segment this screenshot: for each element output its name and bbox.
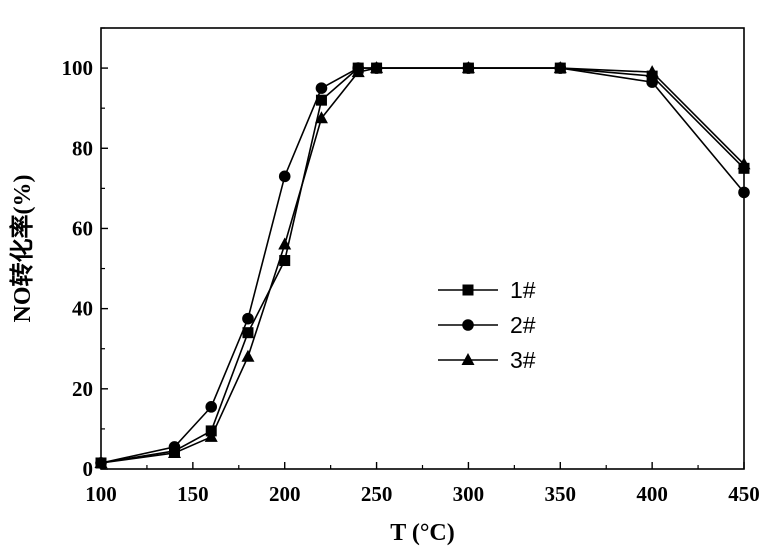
x-tick-label: 450 [728,482,760,506]
data-point-square [279,255,291,267]
data-point-triangle [241,349,255,362]
data-point-triangle [351,65,365,78]
y-tick-label: 80 [72,136,93,160]
data-point-circle [646,76,658,88]
y-tick-label: 40 [72,297,93,321]
data-point-triangle [278,237,292,250]
y-axis-title: NO转化率(%) [8,175,36,323]
legend: 1# 2# 3# [438,277,536,373]
data-point-triangle [94,455,108,468]
legend-label: 1# [510,277,536,303]
y-tick-label: 100 [62,56,94,80]
data-point-triangle [204,429,218,442]
data-point-triangle [370,61,384,74]
data-point-circle [278,170,291,183]
data-point-square [242,327,254,339]
y-tick-label: 60 [72,216,93,240]
data-point-square [315,94,327,106]
data-point-triangle [645,65,659,78]
x-tick-label: 350 [545,482,577,506]
legend-marker-square [462,284,474,296]
series-line [100,67,745,464]
legend-label: 3# [510,347,536,373]
data-point-triangle [737,157,751,170]
data-point-circle [205,401,218,413]
x-tick-label: 100 [85,482,117,506]
data-point-triangle [553,61,567,74]
legend-entry: 2# [438,312,536,338]
data-point-triangle [314,111,328,124]
x-tick-label: 400 [636,482,668,506]
x-tick-label: 150 [177,482,209,506]
series-layer [94,61,751,469]
y-tick-label: 20 [72,377,93,401]
legend-marker-circle [462,319,474,331]
series-2 [95,62,750,469]
series-line [100,67,745,464]
data-point-circle [738,186,750,199]
x-tick-label: 250 [361,482,393,506]
axis-ticks: 100 150 200 250 300 350 400 450 0 20 40 60 80 100 [62,27,760,506]
series-1 [95,62,750,469]
data-point-triangle [461,61,475,74]
y-tick-label: 0 [83,457,94,481]
legend-entry: 1# [438,277,536,303]
data-point-triangle [167,445,181,458]
x-axis-title: T (°C) [390,520,455,546]
x-tick-label: 300 [453,482,485,506]
x-tick-label: 200 [269,482,301,506]
legend-marker-triangle [461,353,475,365]
plot-frame [100,27,745,470]
data-point-circle [315,82,328,94]
plot-border [100,27,745,470]
series-line [100,67,745,464]
series-3 [94,61,751,468]
data-point-circle [242,312,254,325]
legend-label: 2# [510,312,536,338]
legend-entry: 3# [438,347,536,373]
